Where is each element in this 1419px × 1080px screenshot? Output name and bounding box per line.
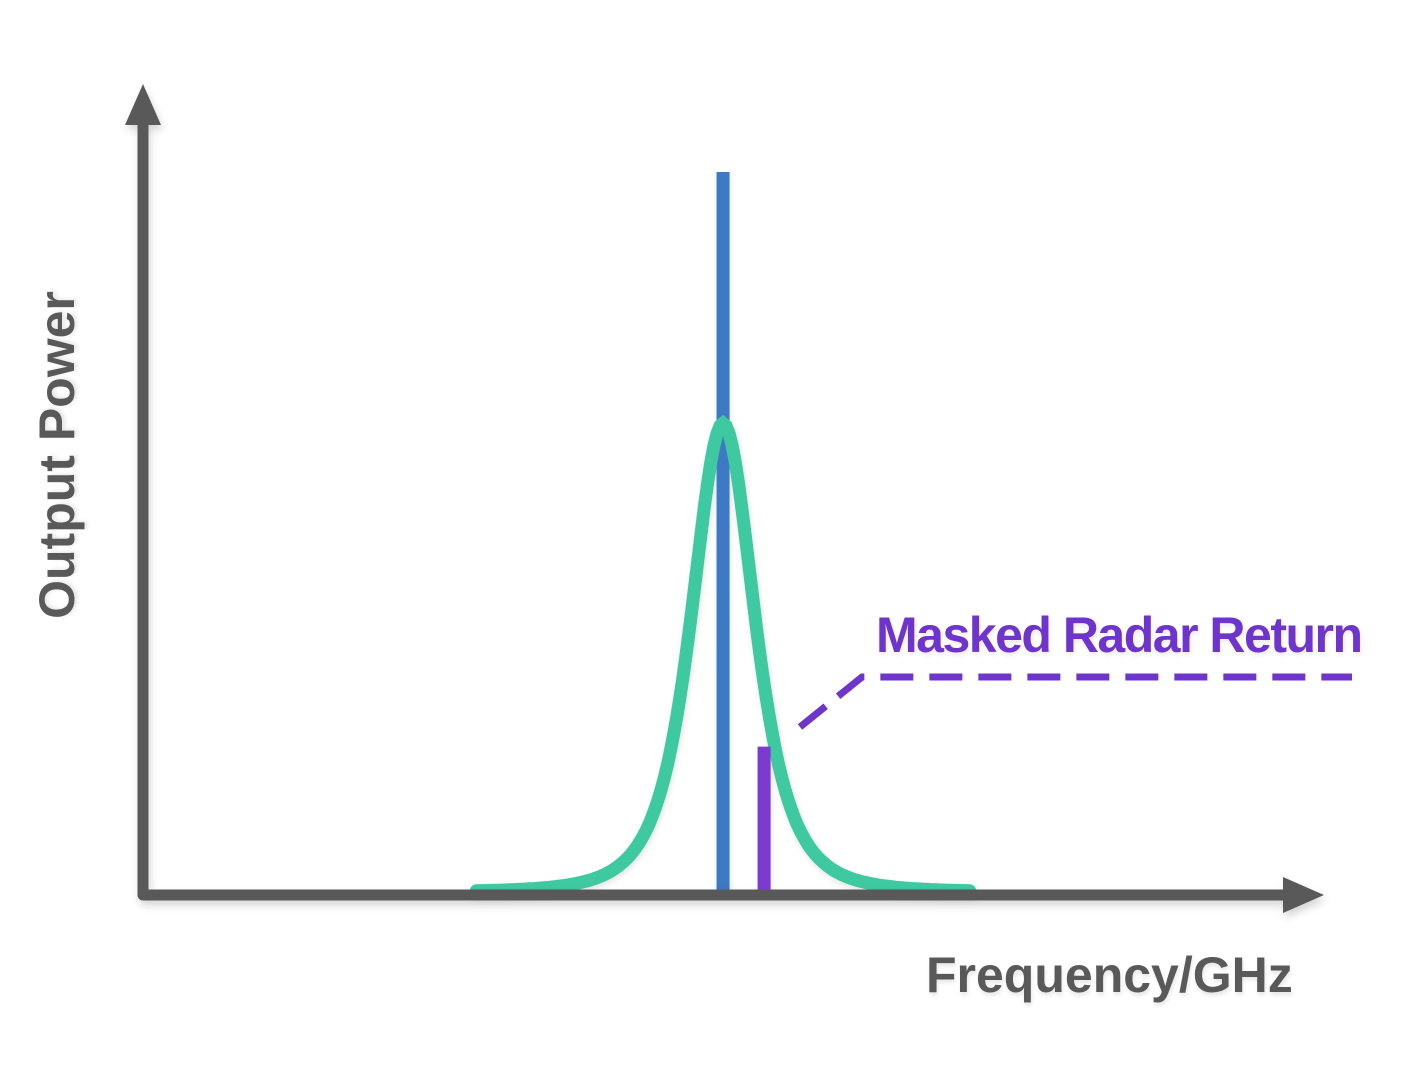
y-axis-arrowhead <box>125 84 161 125</box>
annotation-leader-line <box>797 673 1352 730</box>
x-axis-arrowhead <box>1283 877 1324 913</box>
axis-lines <box>137 118 1290 901</box>
series-layer <box>469 172 977 898</box>
axes <box>125 84 1324 913</box>
x-axis-label: Frequency/GHz <box>926 947 1293 1003</box>
y-axis-label: Output Power <box>29 291 85 619</box>
annotation-label: Masked Radar Return <box>876 607 1363 663</box>
broadened-carrier-spectrum <box>469 414 977 898</box>
annotation-leader-layer <box>797 673 1352 730</box>
